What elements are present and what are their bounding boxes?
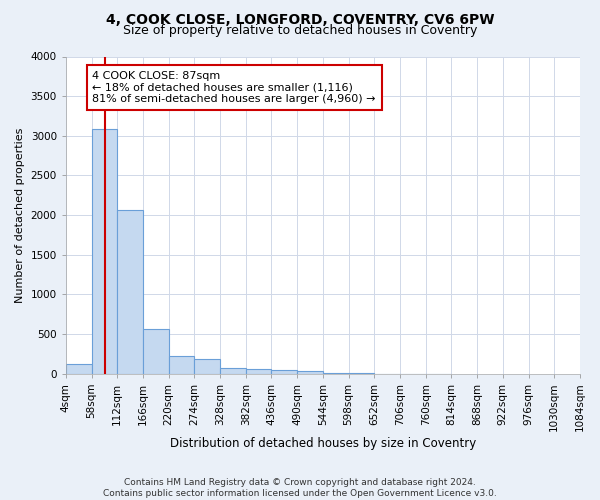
Bar: [323, 373, 349, 374]
Bar: [117, 210, 143, 374]
Text: 4 COOK CLOSE: 87sqm
← 18% of detached houses are smaller (1,116)
81% of semi-det: 4 COOK CLOSE: 87sqm ← 18% of detached ho…: [92, 71, 376, 104]
Text: 4, COOK CLOSE, LONGFORD, COVENTRY, CV6 6PW: 4, COOK CLOSE, LONGFORD, COVENTRY, CV6 6…: [106, 12, 494, 26]
X-axis label: Distribution of detached houses by size in Coventry: Distribution of detached houses by size …: [170, 437, 476, 450]
Bar: [220, 368, 246, 374]
Text: Contains HM Land Registry data © Crown copyright and database right 2024.
Contai: Contains HM Land Registry data © Crown c…: [103, 478, 497, 498]
Bar: [169, 356, 194, 374]
Bar: [271, 370, 297, 374]
Bar: [143, 328, 169, 374]
Y-axis label: Number of detached properties: Number of detached properties: [15, 128, 25, 303]
Bar: [297, 371, 323, 374]
Bar: [66, 364, 92, 374]
Bar: [92, 130, 117, 374]
Bar: [194, 358, 220, 374]
Text: Size of property relative to detached houses in Coventry: Size of property relative to detached ho…: [123, 24, 477, 37]
Bar: [246, 369, 271, 374]
